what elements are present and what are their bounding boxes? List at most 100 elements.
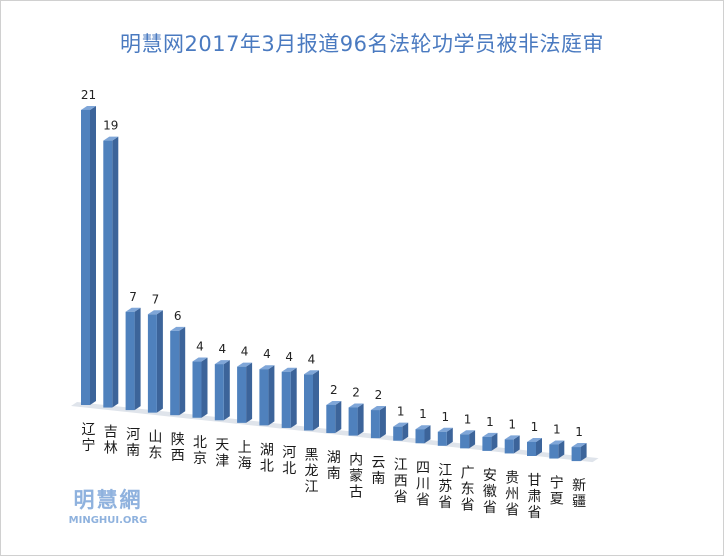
chart-title: 明慧网2017年3月报道96名法轮功学员被非法庭审 xyxy=(119,32,605,56)
category-label: 宁夏 xyxy=(550,475,564,508)
bar-side xyxy=(112,136,119,408)
category-label: 北京 xyxy=(193,435,207,467)
bar xyxy=(147,310,163,413)
bar-top xyxy=(81,105,96,110)
data-label: 4 xyxy=(196,340,204,354)
bar-side xyxy=(379,406,386,439)
category-label: 广东省 xyxy=(461,465,475,513)
bar xyxy=(549,440,565,459)
bar xyxy=(81,105,96,405)
data-label: 4 xyxy=(308,352,316,366)
category-label: 内蒙古 xyxy=(349,453,363,501)
category-label: 江西省 xyxy=(394,458,408,506)
bar xyxy=(281,367,297,428)
data-label: 2 xyxy=(330,383,338,397)
bar-top xyxy=(415,425,431,430)
bar-top xyxy=(237,362,253,367)
bar-front xyxy=(437,431,447,446)
data-label: 1 xyxy=(419,407,427,421)
data-label: 1 xyxy=(464,412,472,426)
bar-front xyxy=(103,140,113,408)
data-label: 4 xyxy=(285,350,293,364)
bar-side xyxy=(424,425,431,444)
bar-side xyxy=(90,105,96,405)
bar-top xyxy=(214,360,230,365)
bar-top xyxy=(348,403,364,408)
bar xyxy=(415,425,431,444)
bar xyxy=(326,400,342,434)
bar xyxy=(482,432,498,451)
category-label: 湖北 xyxy=(260,442,274,474)
bar-top xyxy=(393,422,409,427)
bar-front xyxy=(259,369,269,426)
bar xyxy=(393,422,409,441)
data-label: 4 xyxy=(241,345,249,359)
bar-front xyxy=(482,436,492,451)
data-label: 1 xyxy=(441,410,449,424)
bar-side xyxy=(313,370,319,431)
bar-top xyxy=(281,367,297,372)
category-label: 贵州省 xyxy=(505,470,519,518)
category-label: 四川省 xyxy=(416,460,430,508)
category-label: 上海 xyxy=(238,440,252,472)
data-label: 7 xyxy=(152,292,160,306)
bar-top xyxy=(504,435,520,440)
bar-front xyxy=(281,371,291,428)
bar xyxy=(527,437,542,456)
bar-top xyxy=(326,400,342,405)
bar-front xyxy=(81,109,90,405)
bar xyxy=(571,443,587,462)
bar-front xyxy=(460,434,470,449)
bar-side xyxy=(179,326,186,416)
bar-side xyxy=(134,307,141,411)
bar xyxy=(170,326,186,416)
bar-side xyxy=(469,430,476,449)
bar-front xyxy=(549,444,559,459)
data-label: 1 xyxy=(397,405,405,419)
bar xyxy=(348,403,364,436)
data-label: 1 xyxy=(531,420,539,434)
data-label: 1 xyxy=(553,423,561,437)
bar-side xyxy=(335,400,342,434)
bar-front xyxy=(527,441,536,456)
bar-side xyxy=(357,403,364,436)
data-label: 21 xyxy=(81,88,96,102)
data-label: 2 xyxy=(375,388,383,402)
bar xyxy=(103,136,119,408)
bar-side xyxy=(580,443,587,462)
category-label: 新疆 xyxy=(572,478,586,510)
logo-english-text: MINGHUI.ORG xyxy=(68,515,148,526)
category-label: 甘肃省 xyxy=(528,473,542,521)
bar-top xyxy=(125,307,141,312)
bar-side xyxy=(446,427,453,446)
bar-side xyxy=(536,437,542,456)
minghui-logo: 明慧網 MINGHUI.ORG xyxy=(58,484,158,526)
bar-side xyxy=(402,422,409,441)
category-label: 陕西 xyxy=(171,432,185,464)
category-label: 吉林 xyxy=(104,425,118,457)
bar-front xyxy=(214,364,224,421)
bar-side xyxy=(290,367,297,428)
category-label: 安徽省 xyxy=(483,468,497,516)
bar xyxy=(437,427,453,446)
category-label: 黑龙江 xyxy=(305,448,319,496)
bar-front xyxy=(237,366,247,423)
bar xyxy=(460,430,476,449)
bar-top xyxy=(259,365,275,370)
bar-side xyxy=(558,440,565,459)
bar xyxy=(504,435,520,454)
data-label: 1 xyxy=(508,417,516,431)
bar-front xyxy=(170,330,180,416)
bar xyxy=(214,360,230,421)
category-label: 云南 xyxy=(371,455,385,487)
bar-front xyxy=(192,361,202,418)
data-label: 1 xyxy=(575,425,583,439)
bar xyxy=(125,307,141,411)
bar-top xyxy=(437,427,453,432)
bar-top xyxy=(571,443,587,448)
bar-top xyxy=(147,310,163,315)
data-label: 4 xyxy=(218,342,226,356)
bar-side xyxy=(223,360,230,421)
bar-side xyxy=(268,365,275,426)
